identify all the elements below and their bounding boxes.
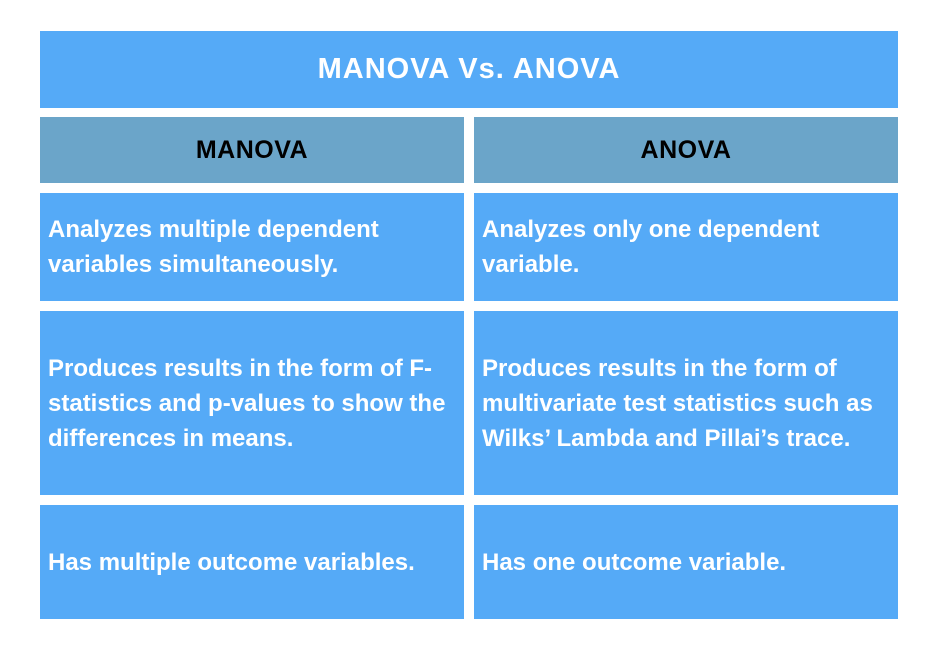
column-header-manova: MANOVA: [40, 117, 464, 183]
title-bar: MANOVA Vs. ANOVA: [40, 31, 898, 108]
column-header-anova: ANOVA: [474, 117, 898, 183]
comparison-table: MANOVA Vs. ANOVA MANOVA ANOVA Analyzes m…: [40, 31, 898, 619]
cell-anova-outcome-variables: Has one outcome variable.: [474, 505, 898, 619]
cell-anova-dependent-variables: Analyzes only one dependent variable.: [474, 193, 898, 301]
cell-anova-results-form: Produces results in the form of multivar…: [474, 311, 898, 495]
cell-manova-dependent-variables: Analyzes multiple dependent variables si…: [40, 193, 464, 301]
cell-manova-outcome-variables: Has multiple outcome variables.: [40, 505, 464, 619]
cell-manova-results-form: Produces results in the form of F-statis…: [40, 311, 464, 495]
comparison-grid: MANOVA ANOVA Analyzes multiple dependent…: [40, 117, 898, 619]
page-title: MANOVA Vs. ANOVA: [317, 53, 621, 85]
